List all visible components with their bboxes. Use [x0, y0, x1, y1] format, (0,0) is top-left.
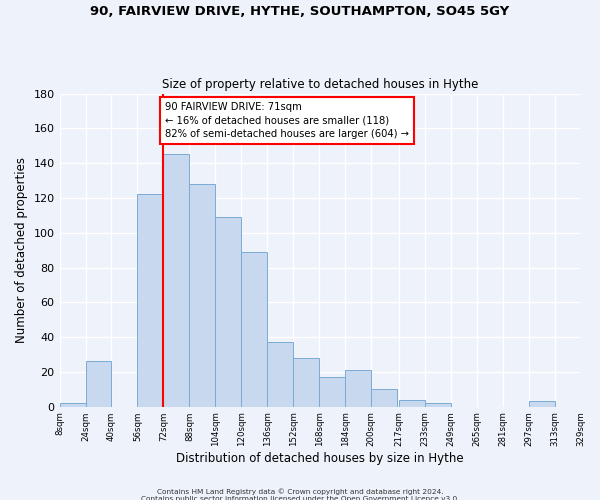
Bar [293, 358, 319, 406]
X-axis label: Distribution of detached houses by size in Hythe: Distribution of detached houses by size … [176, 452, 464, 465]
Text: Contains public sector information licensed under the Open Government Licence v3: Contains public sector information licen… [140, 496, 460, 500]
Bar [86, 362, 112, 406]
Text: 90 FAIRVIEW DRIVE: 71sqm
← 16% of detached houses are smaller (118)
82% of semi-: 90 FAIRVIEW DRIVE: 71sqm ← 16% of detach… [165, 102, 409, 139]
Bar [163, 154, 190, 406]
Bar [59, 403, 86, 406]
Bar [425, 403, 451, 406]
Text: 90, FAIRVIEW DRIVE, HYTHE, SOUTHAMPTON, SO45 5GY: 90, FAIRVIEW DRIVE, HYTHE, SOUTHAMPTON, … [91, 5, 509, 18]
Title: Size of property relative to detached houses in Hythe: Size of property relative to detached ho… [162, 78, 478, 91]
Text: Contains HM Land Registry data © Crown copyright and database right 2024.: Contains HM Land Registry data © Crown c… [157, 488, 443, 495]
Bar [371, 390, 397, 406]
Bar [529, 402, 554, 406]
Bar [399, 400, 425, 406]
Bar [241, 252, 267, 406]
Bar [319, 377, 345, 406]
Bar [345, 370, 371, 406]
Bar [137, 194, 163, 406]
Bar [267, 342, 293, 406]
Bar [215, 217, 241, 406]
Y-axis label: Number of detached properties: Number of detached properties [15, 157, 28, 343]
Bar [190, 184, 215, 406]
